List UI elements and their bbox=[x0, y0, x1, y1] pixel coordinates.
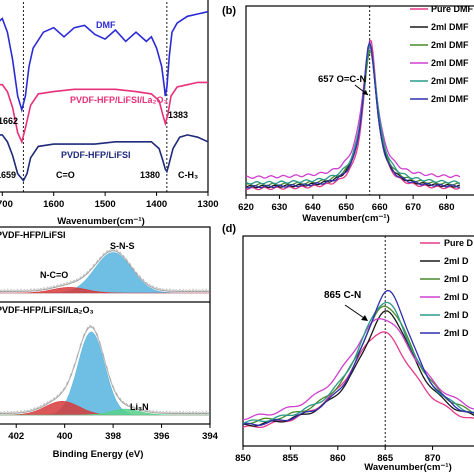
panel-c-sublabel: PVDF-HFP/LiFSI bbox=[0, 230, 66, 240]
panel-b-series-3 bbox=[245, 44, 461, 179]
panel-d-legend-label: 2ml D bbox=[444, 274, 469, 284]
panel-d-label: (d) bbox=[222, 223, 236, 235]
panel-b-series-4 bbox=[245, 43, 461, 185]
0-tick-label: 1300 bbox=[197, 199, 218, 210]
panel-b-series-2 bbox=[245, 49, 461, 187]
panel-c-subplot bbox=[0, 248, 210, 294]
panel-c-raw bbox=[0, 324, 210, 415]
panel-d-series-4 bbox=[242, 301, 474, 424]
panel-c-envelope bbox=[0, 250, 209, 292]
panel-a-series-label: DMF bbox=[96, 20, 116, 30]
panel-d-legend-label: 2ml D bbox=[444, 292, 469, 302]
panel-d-legend-label: 2ml D bbox=[444, 256, 469, 266]
panel-b-legend-label: 2ml DMF bbox=[431, 94, 469, 104]
panel-c-envelope bbox=[0, 326, 209, 414]
3-tick-label: 870 bbox=[425, 453, 441, 464]
0-tick-label: 1500 bbox=[95, 199, 116, 210]
1-tick-label: 680 bbox=[439, 202, 455, 213]
2-tick-label: 396 bbox=[154, 431, 170, 442]
panel-d-series-5 bbox=[242, 289, 474, 426]
panel-a-frame bbox=[0, 0, 209, 193]
panel-b-plot bbox=[245, 6, 461, 195]
1-tick-label: 630 bbox=[271, 202, 287, 213]
panel-c-frame bbox=[0, 226, 211, 425]
panel-a-plot bbox=[0, 0, 209, 192]
panel-b-legend-label: 2ml DMF bbox=[431, 40, 469, 50]
panel-b-legend-label: 2ml DMF bbox=[431, 58, 469, 68]
panel-d-plot bbox=[242, 236, 474, 446]
panel-a-annotation: 1380 bbox=[140, 170, 160, 180]
panel-d-legend-label: 2ml D bbox=[444, 328, 469, 338]
panel-b-series-0 bbox=[245, 39, 461, 191]
panel-c-subplot bbox=[0, 324, 210, 416]
2-tick-label: 398 bbox=[105, 431, 121, 442]
0-tick-label: 1400 bbox=[146, 199, 167, 210]
panel-b-legend-label: 2ml DMF bbox=[431, 22, 469, 32]
2-tick-label: 394 bbox=[202, 431, 219, 442]
panel-a-series-2 bbox=[0, 134, 209, 183]
panel-d-arrowhead bbox=[361, 315, 368, 321]
panel-c-raw bbox=[0, 248, 210, 293]
panel-c-sublabel: PVDF-HFP/LiFSI/La₂O₃ bbox=[0, 305, 94, 315]
2-tick-label: 402 bbox=[8, 431, 24, 442]
panel-c-peak-fill bbox=[0, 331, 210, 416]
panel-b-arrowhead bbox=[362, 90, 368, 95]
panel-d-series-1 bbox=[242, 310, 474, 427]
panel-a-series-1 bbox=[0, 81, 208, 145]
panel-b-legend-label: Pure DMF bbox=[431, 4, 474, 14]
panel-c-peak-fill bbox=[0, 287, 210, 294]
panel-c-peak-label: S-N-S bbox=[110, 241, 135, 251]
panel-c-peak-label: Li₃N bbox=[130, 402, 149, 412]
panel-a-series-label: PVDF-HFP/LiFSI/La₂O₃ bbox=[70, 95, 168, 105]
panel-b-frame bbox=[245, 5, 474, 196]
3-tick-label: 860 bbox=[330, 453, 346, 464]
panel-c-peak-label: N-C=O bbox=[40, 270, 68, 280]
panel-b-series-1 bbox=[245, 44, 461, 189]
panel-d-series-2 bbox=[242, 305, 474, 425]
panel-d-legend-label: Pure D bbox=[444, 238, 474, 248]
0-tick-label: 1600 bbox=[43, 199, 64, 210]
panel-a-series-label: PVDF-HFP/LiFSI bbox=[61, 150, 131, 160]
3-tick-label: 850 bbox=[235, 453, 251, 464]
panel-a-xlabel: Wavenumber(cm⁻¹) bbox=[57, 216, 145, 227]
panel-d-legend-label: 2ml D bbox=[444, 310, 469, 320]
panel-b-legend-label: 2ml DMF bbox=[431, 76, 469, 86]
0-tick-label: 1700 bbox=[0, 199, 13, 210]
panel-a-series-0 bbox=[0, 10, 209, 113]
1-tick-label: 640 bbox=[305, 202, 321, 213]
3-tick-label: 865 bbox=[377, 453, 394, 464]
panel-d-annotation: 865 C-N bbox=[324, 290, 361, 301]
panel-b-annotation: 657 O=C-N bbox=[318, 74, 366, 85]
1-tick-label: 620 bbox=[238, 202, 254, 213]
panel-a-annotation: 1383 bbox=[168, 110, 188, 120]
panel-c-xlabel: Binding Energy (eV) bbox=[53, 449, 144, 460]
panel-d-frame bbox=[242, 235, 474, 447]
panel-d-series-3 bbox=[242, 318, 474, 421]
panel-b-series-5 bbox=[245, 40, 460, 189]
panel-c-peak-fill bbox=[0, 252, 210, 294]
1-tick-label: 650 bbox=[338, 202, 354, 213]
1-tick-label: 670 bbox=[405, 202, 421, 213]
panel-d-xlabel: Wavenumber(cm⁻¹) bbox=[364, 462, 452, 473]
panel-a-annotation: C=O bbox=[56, 170, 75, 180]
3-tick-label: 855 bbox=[282, 453, 299, 464]
panel-a-annotation: 1662 bbox=[0, 116, 18, 126]
panel-a-annotation: C-H₃ bbox=[178, 170, 198, 180]
panel-a-annotation: 1659 bbox=[0, 170, 16, 180]
panel-c-peak-fill bbox=[0, 408, 210, 416]
2-tick-label: 400 bbox=[57, 431, 73, 442]
1-tick-label: 660 bbox=[372, 202, 388, 213]
panel-b-xlabel: Wavenumber(cm⁻¹) bbox=[302, 213, 390, 224]
panel-b-label: (b) bbox=[222, 5, 236, 17]
